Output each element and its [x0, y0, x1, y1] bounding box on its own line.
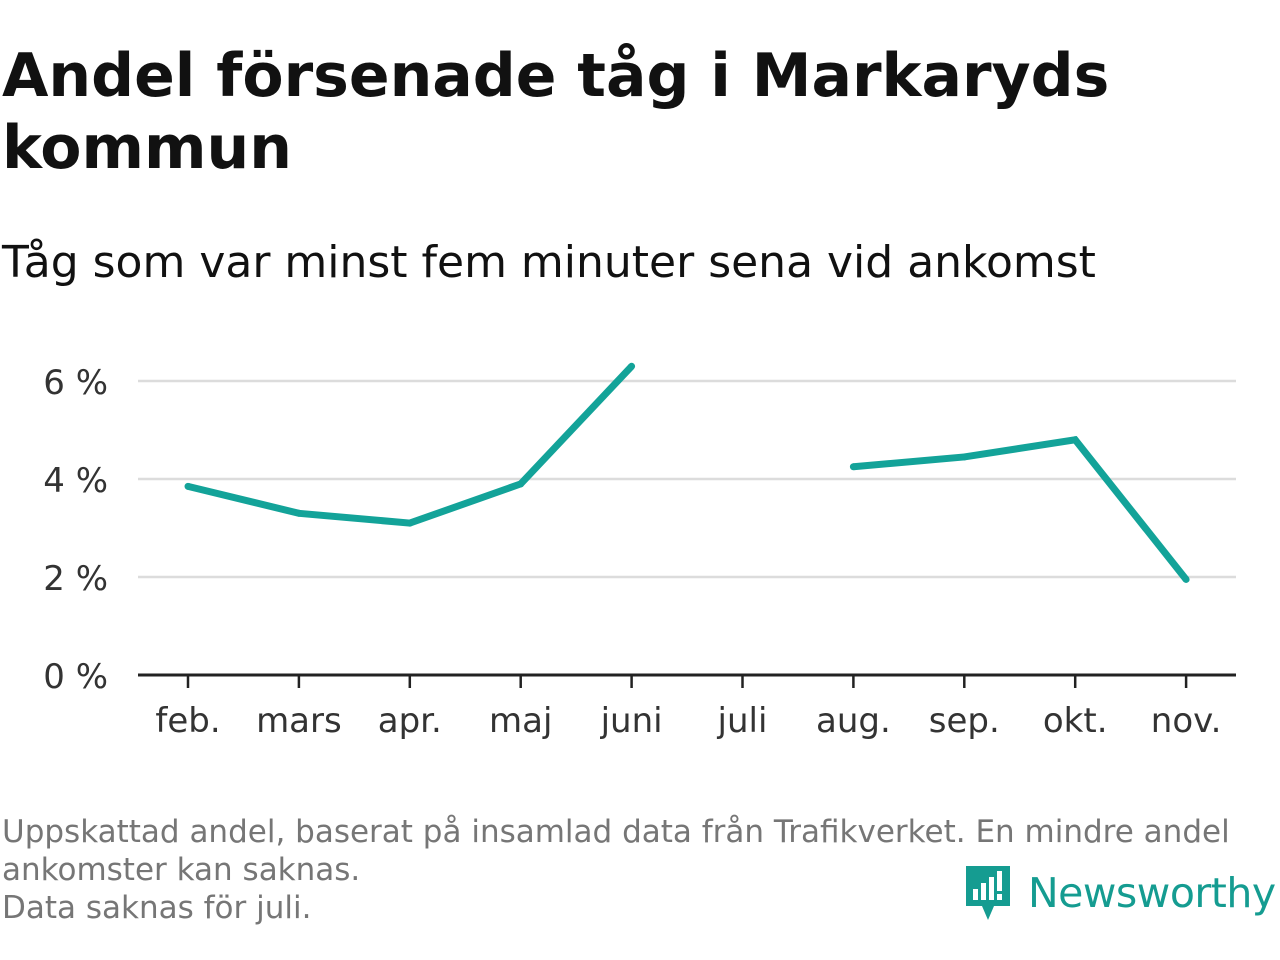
y-tick-label-4: 4 %: [43, 461, 108, 501]
footnote-line-3: Data saknas för juli.: [2, 890, 312, 926]
data-point-maj: [517, 480, 525, 488]
x-tick-label-8: okt.: [1043, 701, 1108, 741]
footnote-line-1: Uppskattad andel, baserat på insamlad da…: [2, 814, 1230, 850]
series-line-segment-1: [853, 436, 1189, 582]
data-point-juni: [628, 362, 636, 370]
x-tick-label-3: maj: [489, 701, 552, 741]
line-chart: 0 % 2 % 4 % 6 % feb. mars apr. maj juni juli aug. s…: [43, 362, 1236, 741]
data-point-mars: [295, 509, 303, 517]
data-point-aug.: [849, 463, 857, 471]
x-tick-label-5: juli: [717, 701, 768, 741]
footnote: Uppskattad andel, baserat på insamlad da…: [2, 813, 1267, 927]
y-tick-label-2: 2 %: [43, 559, 108, 599]
data-point-nov.: [1182, 575, 1190, 583]
data-point-feb.: [184, 482, 192, 490]
newsworthy-logo: Newsworthy: [962, 860, 1276, 926]
x-tick-label-6: aug.: [816, 701, 891, 741]
x-tick-label-7: sep.: [929, 701, 1000, 741]
data-point-apr.: [406, 519, 414, 527]
data-point-okt.: [1071, 436, 1079, 444]
footnote-line-2: ankomster kan saknas.: [2, 852, 361, 888]
y-tick-label-0: 0 %: [43, 657, 108, 697]
x-tick-label-2: apr.: [378, 701, 442, 741]
logo-text: Newsworthy: [1028, 869, 1276, 917]
x-tick-label-1: mars: [256, 701, 342, 741]
chart-title: Andel försenade tåg i Markaryds kommun: [2, 41, 1110, 183]
chart-subtitle: Tåg som var minst fem minuter sena vid a…: [2, 237, 1096, 288]
x-tick-label-4: juni: [600, 701, 663, 741]
newsworthy-chart-icon: [966, 866, 1010, 920]
data-point-sep.: [960, 453, 968, 461]
x-tick-label-9: nov.: [1151, 701, 1222, 741]
y-tick-label-6: 6 %: [43, 363, 108, 403]
series-line-segment-0: [187, 363, 635, 527]
x-tick-label-0: feb.: [155, 701, 220, 741]
